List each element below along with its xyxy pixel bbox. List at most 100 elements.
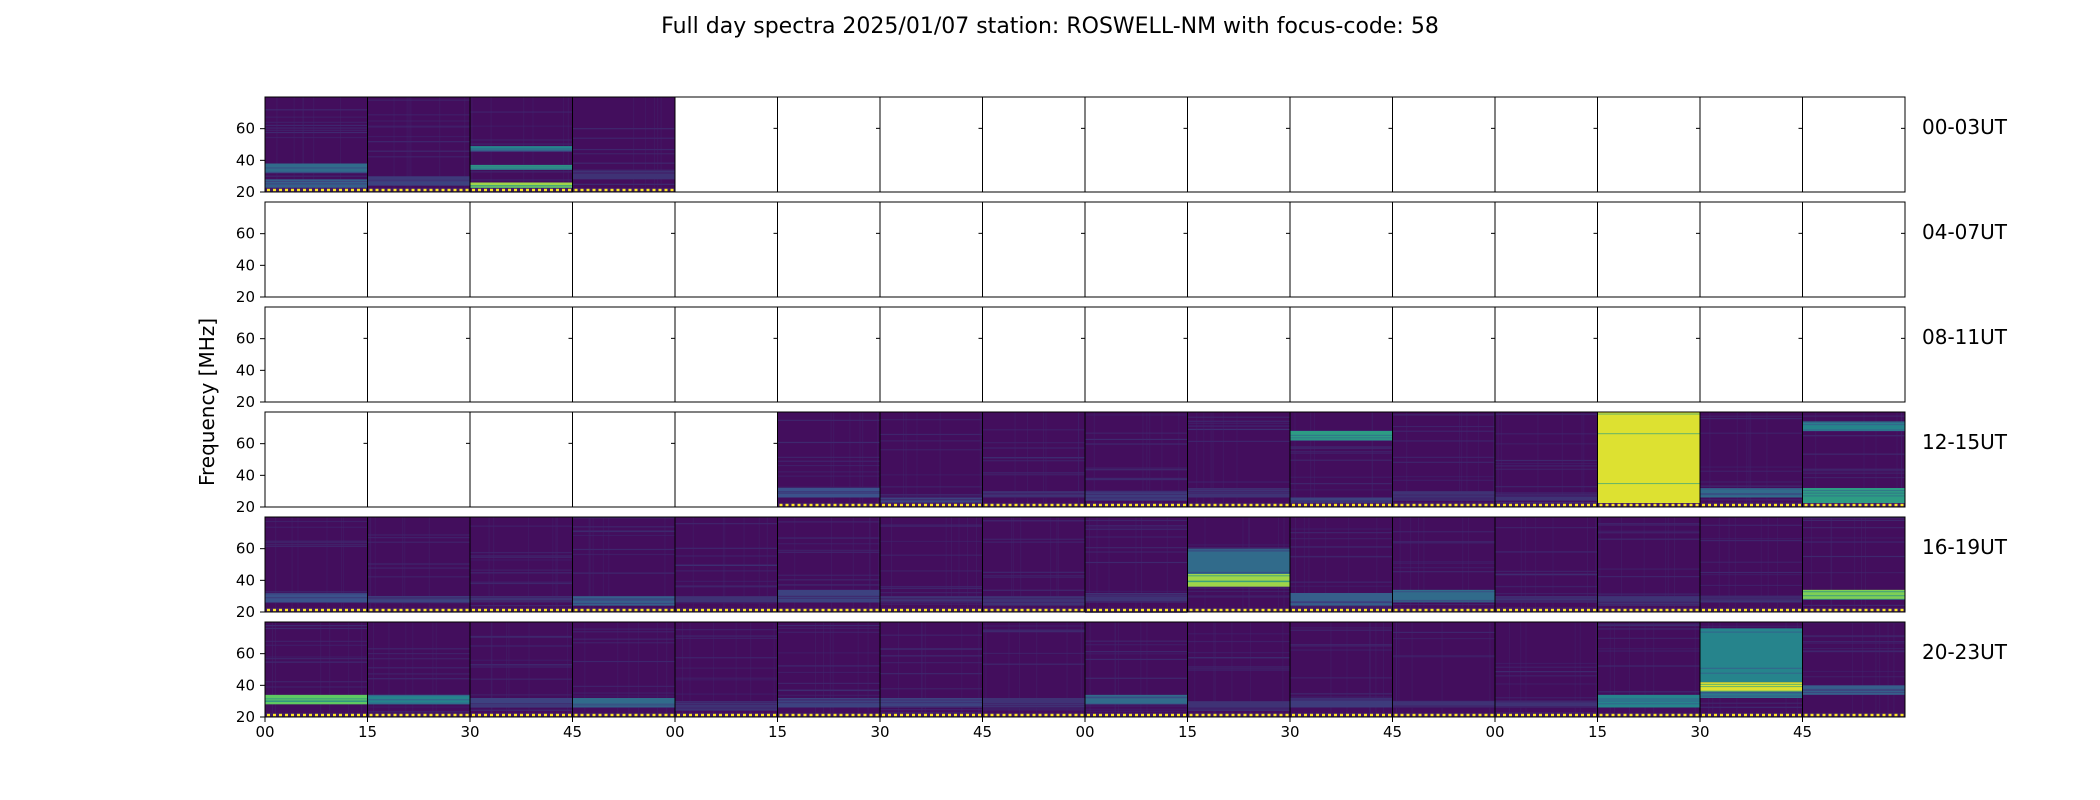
calibration-dot xyxy=(677,713,680,717)
calibration-dot xyxy=(990,713,994,717)
noise-line xyxy=(1802,604,1905,607)
calibration-dot xyxy=(791,713,795,717)
noise-line xyxy=(1802,430,1905,432)
calibration-dot xyxy=(514,713,517,717)
calibration-dot xyxy=(1732,713,1735,717)
noise-column xyxy=(508,622,510,717)
calibration-dot xyxy=(357,188,360,192)
y-tick-label: 40 xyxy=(236,571,255,589)
calibration-dot xyxy=(429,608,433,612)
calibration-dot xyxy=(918,503,921,507)
calibration-dot xyxy=(1894,503,1898,507)
calibration-dot xyxy=(1617,503,1621,507)
calibration-dot xyxy=(960,713,963,717)
noise-line xyxy=(1187,586,1290,588)
calibration-dot xyxy=(1593,713,1596,717)
calibration-dot xyxy=(508,713,511,717)
emission-band xyxy=(1392,589,1495,603)
calibration-dot xyxy=(1738,713,1741,717)
noise-column xyxy=(339,97,341,192)
noise-line xyxy=(1085,536,1188,538)
band-texture xyxy=(265,171,368,173)
calibration-dot xyxy=(990,503,994,507)
calibration-dot xyxy=(1352,503,1355,507)
noise-column xyxy=(1574,622,1576,717)
calibration-dot xyxy=(743,608,746,612)
calibration-dot xyxy=(1044,503,1048,507)
band-texture xyxy=(265,183,368,185)
noise-column xyxy=(348,622,350,717)
calibration-dot xyxy=(417,713,421,717)
calibration-dot xyxy=(1105,713,1108,717)
noise-column xyxy=(1210,412,1212,507)
noise-column xyxy=(905,412,907,507)
calibration-dot xyxy=(1430,713,1434,717)
calibration-dot xyxy=(285,188,288,192)
calibration-dot xyxy=(972,608,975,612)
noise-line xyxy=(982,575,1085,577)
noise-line xyxy=(1802,670,1905,673)
calibration-dot xyxy=(1418,503,1422,507)
noise-column xyxy=(528,517,530,612)
calibration-dot xyxy=(1545,713,1548,717)
calibration-dot xyxy=(1292,608,1295,612)
spectra-panel xyxy=(982,516,1086,613)
noise-column xyxy=(924,622,926,717)
noise-column xyxy=(1613,622,1615,717)
noise-line xyxy=(1802,541,1905,543)
calibration-dot xyxy=(556,713,559,717)
noise-line xyxy=(777,471,880,473)
noise-column xyxy=(724,517,726,612)
calibration-dot xyxy=(851,503,855,507)
calibration-dot xyxy=(695,608,698,612)
noise-line xyxy=(265,136,368,139)
calibration-dot xyxy=(315,188,318,192)
band-texture xyxy=(265,597,368,599)
y-tick-label: 60 xyxy=(236,435,255,453)
calibration-dot xyxy=(1328,503,1331,507)
calibration-dot xyxy=(1726,503,1729,507)
noise-column xyxy=(976,517,978,612)
band-texture xyxy=(1290,434,1393,436)
emission-band xyxy=(265,694,368,705)
calibration-dot xyxy=(1418,608,1422,612)
calibration-dot xyxy=(459,188,463,192)
noise-line xyxy=(1085,561,1188,564)
calibration-dot xyxy=(1689,608,1693,612)
calibration-dot xyxy=(1527,608,1530,612)
band-texture xyxy=(1085,491,1188,493)
calibration-dot xyxy=(1243,503,1247,507)
noise-column xyxy=(1734,517,1736,612)
calibration-dot xyxy=(1261,608,1265,612)
y-tick-label: 20 xyxy=(236,498,255,516)
band-texture xyxy=(367,598,470,600)
calibration-dot xyxy=(857,503,861,507)
noise-line xyxy=(572,572,675,574)
spectra-panel xyxy=(264,516,368,613)
spectra-panel xyxy=(879,201,983,298)
calibration-dot xyxy=(1852,608,1856,612)
spectra-panel xyxy=(1802,306,1906,403)
calibration-dot xyxy=(1183,713,1186,717)
noise-column xyxy=(713,622,715,717)
calibration-dot xyxy=(797,713,801,717)
noise-column xyxy=(859,412,861,507)
band-texture xyxy=(1290,437,1393,439)
calibration-dot xyxy=(731,608,734,612)
band-texture xyxy=(1700,494,1803,496)
spectra-panel xyxy=(1392,201,1496,298)
calibration-dot xyxy=(954,503,957,507)
calibration-dot xyxy=(1436,713,1440,717)
y-tick-label: 40 xyxy=(236,466,255,484)
noise-column xyxy=(966,517,968,612)
noise-line xyxy=(1495,675,1598,677)
noise-line xyxy=(1700,595,1803,597)
noise-line xyxy=(1085,551,1188,553)
calibration-dot xyxy=(634,188,638,192)
calibration-dot xyxy=(1394,503,1398,507)
noise-column xyxy=(589,517,591,612)
calibration-dot xyxy=(1099,503,1102,507)
calibration-dot xyxy=(393,713,397,717)
noise-line xyxy=(1085,677,1188,679)
